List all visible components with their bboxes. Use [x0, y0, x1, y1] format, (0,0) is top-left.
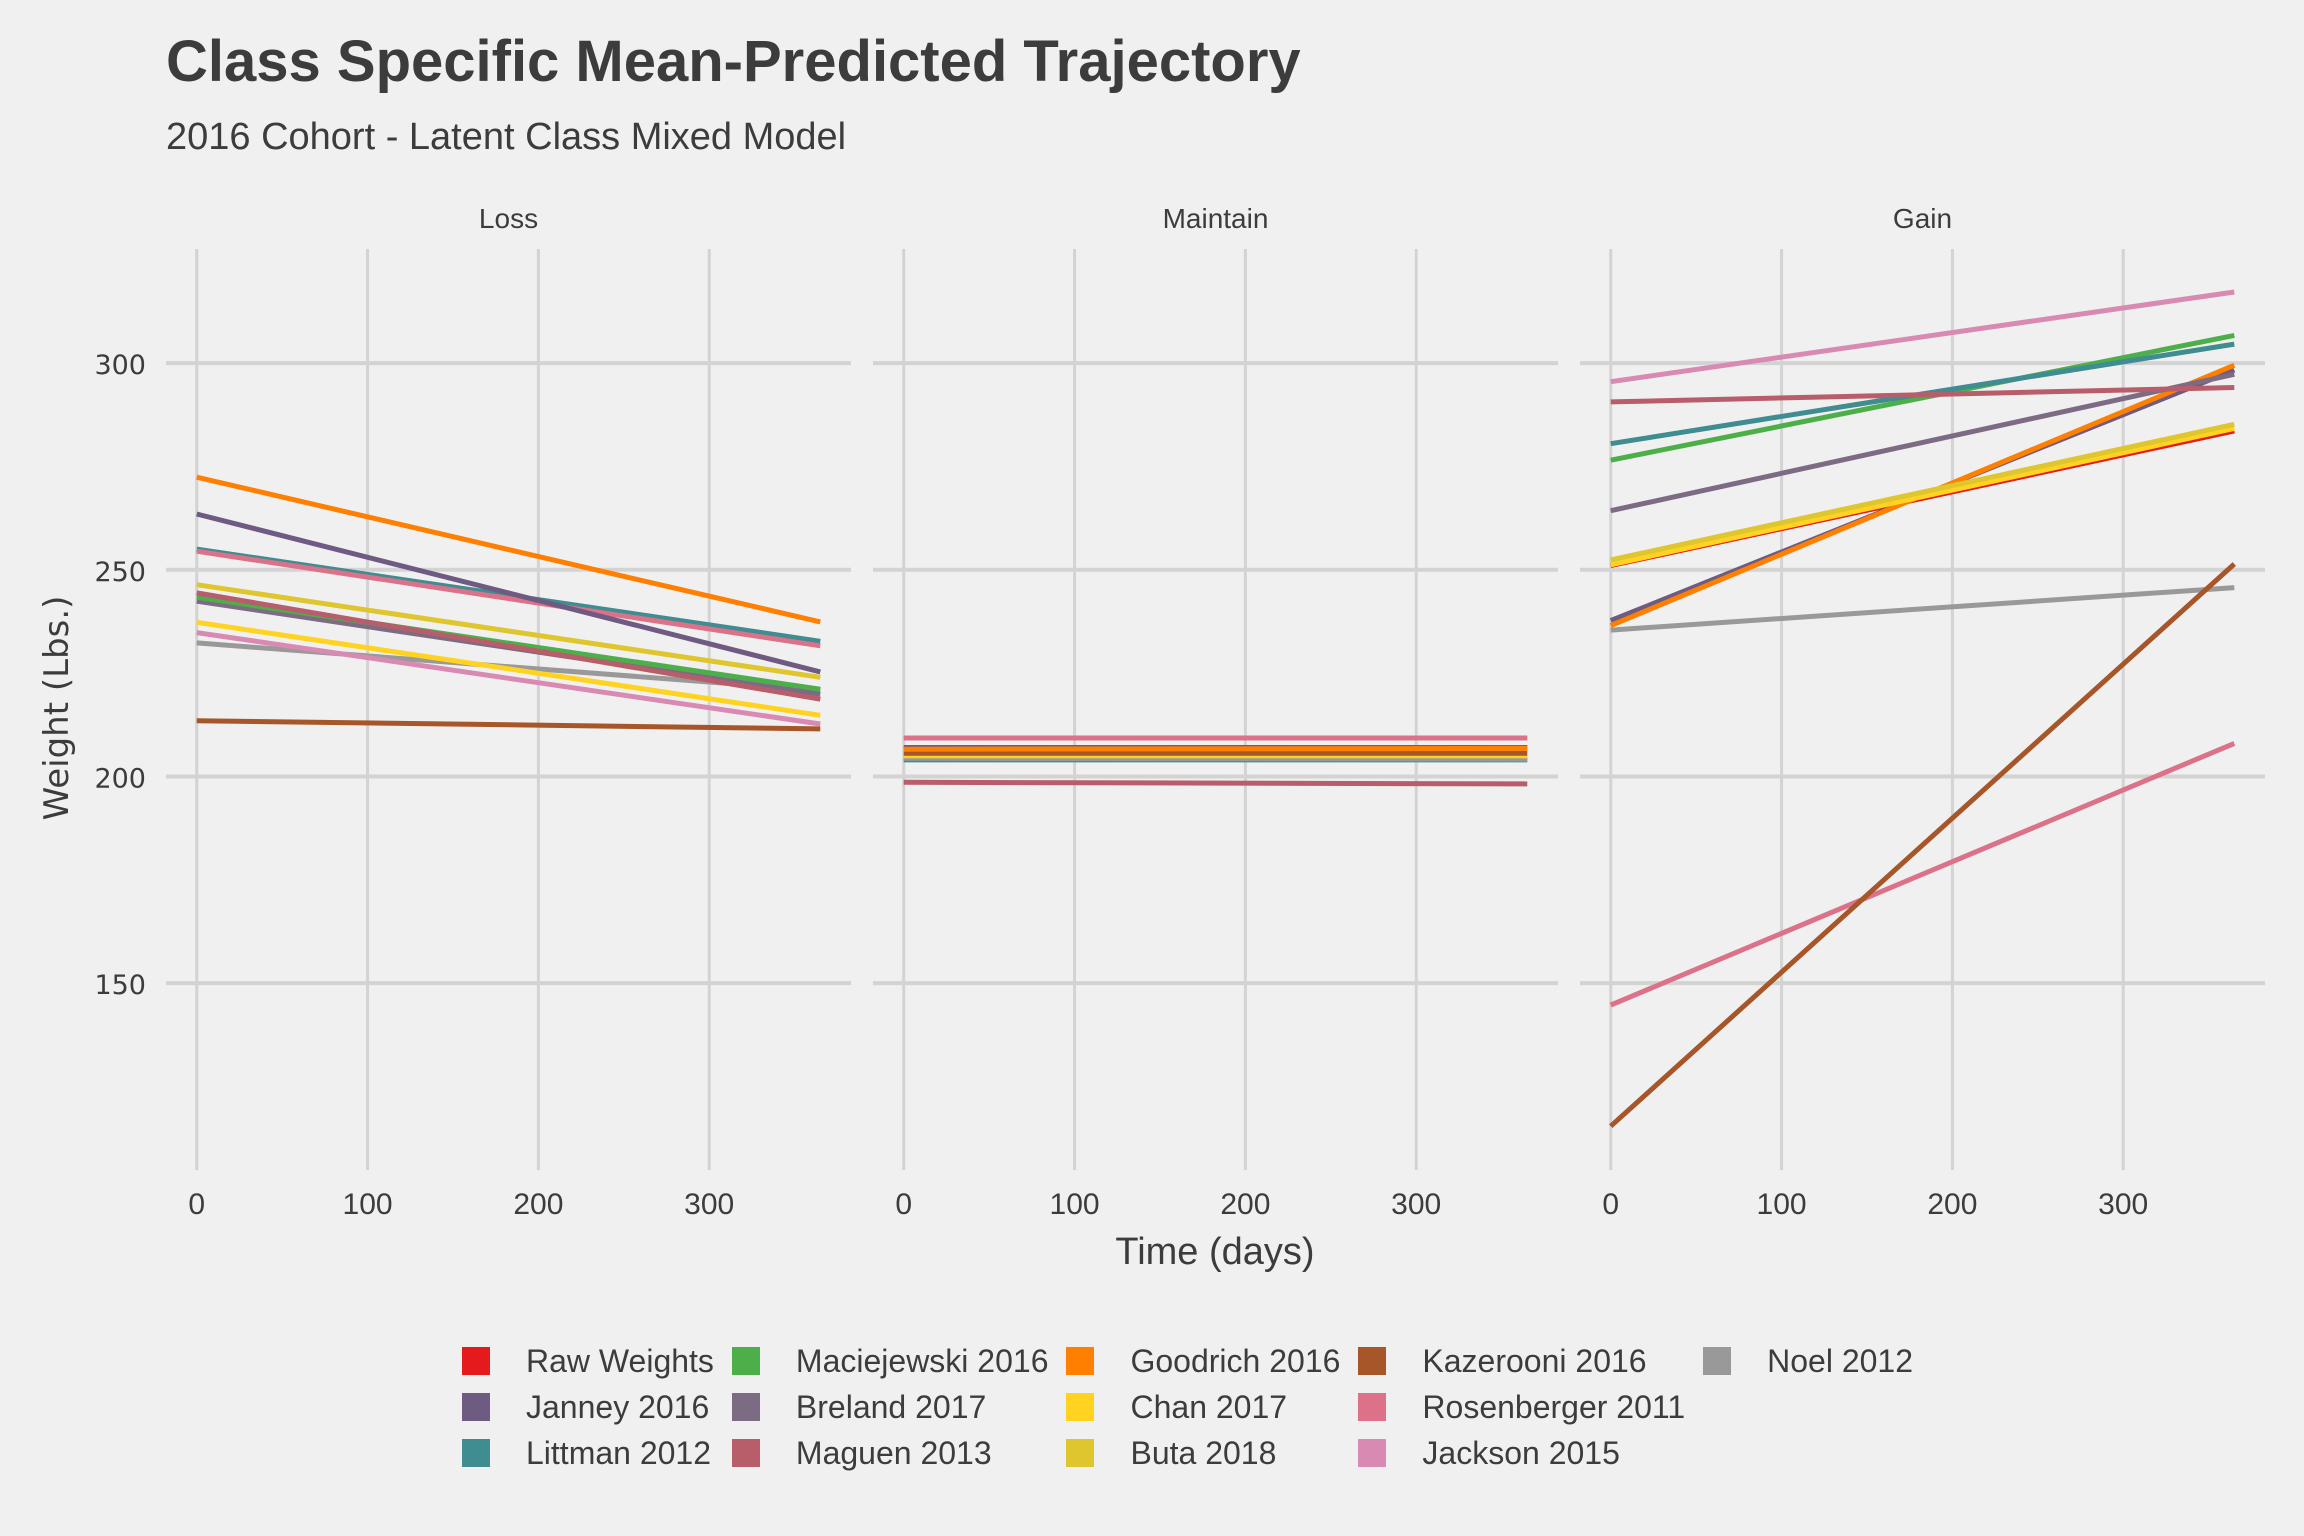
- x-tick-label: 100: [343, 1188, 393, 1221]
- legend-swatch: [462, 1439, 490, 1467]
- x-tick-label: 100: [1050, 1188, 1100, 1221]
- legend-item: Breland 2017: [731, 1384, 1049, 1430]
- legend-item: Littman 2012: [462, 1430, 714, 1476]
- series-line-buta-2018: [1610, 421, 2235, 563]
- facet-panel-loss: Loss 0 100 200 300: [166, 203, 851, 1221]
- x-tick-label: 200: [1927, 1188, 1977, 1221]
- legend-swatch: [731, 1439, 760, 1467]
- legend-swatch: [1066, 1393, 1095, 1421]
- legend-label: Kazerooni 2016: [1422, 1342, 1647, 1379]
- legend-label: Jackson 2015: [1422, 1434, 1620, 1471]
- series-line-maguen-2013: [196, 590, 821, 702]
- series-line-jackson-2015: [196, 630, 821, 727]
- y-tick-label: 150: [94, 970, 146, 1001]
- series-line-chan-2017: [1610, 425, 2235, 568]
- legend-label: Goodrich 2016: [1130, 1342, 1341, 1379]
- legend-item: Maciejewski 2016: [731, 1338, 1049, 1384]
- legend-label: Maciejewski 2016: [795, 1342, 1049, 1379]
- series-line-noel-2012: [1610, 585, 2235, 633]
- legend-label: Raw Weights: [526, 1342, 714, 1379]
- legend-swatch: [731, 1393, 760, 1421]
- x-tick-label: 300: [684, 1188, 734, 1221]
- series-line-maguen-2013: [903, 779, 1528, 787]
- legend-label: Noel 2012: [1767, 1342, 1913, 1379]
- chart-title: Class Specific Mean-Predicted Trajectory: [166, 29, 1301, 94]
- x-tick-label: 200: [513, 1188, 563, 1221]
- x-tick-label: 200: [1220, 1188, 1270, 1221]
- legend: Raw Weights Janney 2016 Littman 2012 Maciej…: [462, 1338, 1913, 1476]
- legend-item: Noel 2012: [1703, 1338, 1913, 1384]
- facet-label: Maintain: [1163, 203, 1269, 234]
- legend-label: Buta 2018: [1130, 1434, 1277, 1471]
- series-line-goodrich-2016: [196, 474, 821, 625]
- series-line-noel-2012: [903, 755, 1528, 762]
- series-line-janney-2016: [196, 511, 821, 675]
- series-line-goodrich-2016: [903, 745, 1528, 752]
- x-axis-title: Time (days): [1115, 1231, 1314, 1273]
- x-tick-label: 0: [188, 1188, 205, 1221]
- series-line-jackson-2015: [1610, 289, 2235, 385]
- series-line-maguen-2013: [1610, 385, 2235, 405]
- legend-label: Breland 2017: [795, 1388, 987, 1425]
- series-line-kazerooni-2016: [1609, 562, 2236, 1129]
- series-line-rosenberger-2011: [196, 548, 821, 649]
- legend-swatch: [1066, 1439, 1095, 1467]
- series-line-rosenberger-2011: [1609, 741, 2236, 1008]
- legend-item: Buta 2018: [1066, 1430, 1340, 1476]
- legend-swatch: [1066, 1347, 1095, 1375]
- legend-swatch: [1358, 1439, 1387, 1467]
- y-tick-label: 200: [94, 763, 146, 794]
- x-tick-label: 300: [1391, 1188, 1441, 1221]
- y-tick-label: 300: [94, 350, 146, 381]
- facet-label: Loss: [479, 203, 538, 234]
- x-tick-label: 100: [1757, 1188, 1807, 1221]
- x-tick-label: 0: [1602, 1188, 1619, 1221]
- legend-item: Kazerooni 2016: [1358, 1338, 1685, 1384]
- y-axis-title: Weight (Lbs.): [37, 596, 77, 821]
- legend-label: Littman 2012: [526, 1434, 712, 1471]
- legend-swatch: [1358, 1393, 1387, 1421]
- legend-item: Goodrich 2016: [1066, 1338, 1340, 1384]
- series-line-chan-2017: [196, 619, 821, 718]
- facet-panel-gain: Gain 0 100 200 300: [1580, 203, 2265, 1221]
- legend-swatch: [731, 1347, 760, 1375]
- facet-panel-maintain: Maintain 0 100 200 300: [873, 203, 1558, 1221]
- legend-label: Janney 2016: [526, 1388, 710, 1425]
- legend-swatch: [1703, 1347, 1732, 1375]
- legend-item: Chan 2017: [1066, 1384, 1340, 1430]
- legend-label: Chan 2017: [1130, 1388, 1288, 1425]
- x-tick-label: 0: [895, 1188, 912, 1221]
- x-tick-label: 300: [2098, 1188, 2148, 1221]
- legend-swatch: [462, 1347, 490, 1375]
- legend-item: Janney 2016: [462, 1384, 714, 1430]
- legend-item: Maguen 2013: [731, 1430, 1049, 1476]
- legend-label: Rosenberger 2011: [1422, 1388, 1686, 1425]
- legend-label: Maguen 2013: [795, 1434, 992, 1471]
- series-line-breland-2017: [1610, 371, 2235, 514]
- series-line-maciejewski-2016: [1610, 332, 2235, 463]
- legend-item: Raw Weights: [462, 1338, 714, 1384]
- legend-swatch: [1358, 1347, 1387, 1375]
- series-line-buta-2018: [196, 582, 821, 680]
- legend-item: Rosenberger 2011: [1358, 1384, 1685, 1430]
- legend-item: Jackson 2015: [1358, 1430, 1685, 1476]
- chart-subtitle: 2016 Cohort - Latent Class Mixed Model: [166, 116, 847, 158]
- legend-swatch: [462, 1393, 490, 1421]
- y-tick-label: 250: [94, 557, 146, 588]
- series-line-kazerooni-2016: [196, 718, 821, 732]
- facet-label: Gain: [1893, 203, 1952, 234]
